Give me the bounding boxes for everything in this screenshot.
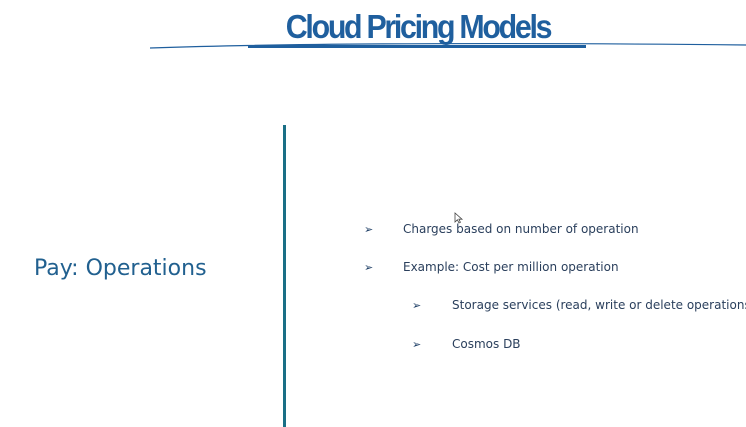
bullet-text: Cosmos DB bbox=[452, 337, 521, 351]
side-heading: Pay: Operations bbox=[34, 256, 207, 281]
arrow-bullet-icon: ➢ bbox=[364, 260, 374, 274]
mouse-pointer-icon bbox=[454, 212, 464, 224]
vertical-divider bbox=[283, 125, 286, 427]
bullet-text: Example: Cost per million operation bbox=[403, 260, 619, 274]
arrow-bullet-icon: ➢ bbox=[412, 298, 422, 312]
list-item: ➢ Charges based on number of operation bbox=[364, 222, 639, 236]
title-underline bbox=[150, 42, 746, 49]
arrow-bullet-icon: ➢ bbox=[412, 337, 422, 351]
list-item: ➢ Storage services (read, write or delet… bbox=[412, 298, 746, 312]
bullet-text: Charges based on number of operation bbox=[403, 222, 639, 236]
slide-title: Cloud Pricing Models bbox=[285, 8, 553, 45]
bullet-text: Storage services (read, write or delete … bbox=[452, 298, 746, 312]
list-item: ➢ Cosmos DB bbox=[412, 337, 521, 351]
arrow-bullet-icon: ➢ bbox=[364, 222, 374, 236]
list-item: ➢ Example: Cost per million operation bbox=[364, 260, 619, 274]
